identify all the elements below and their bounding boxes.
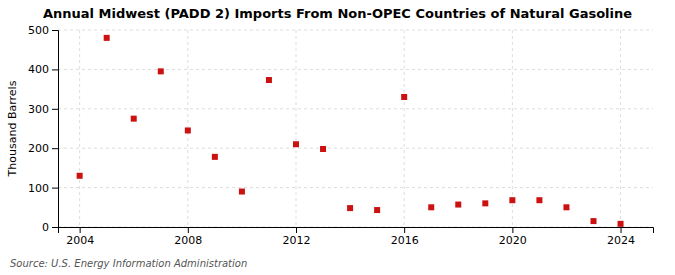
points [77, 35, 624, 227]
grid-line [58, 69, 653, 70]
point [320, 146, 326, 152]
tick: 400 [28, 63, 58, 76]
point [509, 197, 515, 203]
y-axis: 0 100 200 300 400 500 [28, 24, 59, 234]
axis-line [52, 31, 59, 228]
tick-mark [52, 188, 58, 189]
point [77, 173, 83, 179]
y-axis-title: Thousand Barrels [6, 80, 19, 177]
tick-mark [80, 227, 81, 233]
plot: 2004 2008 2012 2016 2020 2024 0 100 200 300 400 500 [28, 24, 654, 247]
title: Annual Midwest (PADD 2) Imports From Non… [43, 6, 632, 21]
tick-label: 2016 [391, 234, 419, 247]
tick: 2024 [607, 227, 635, 247]
point [374, 207, 380, 213]
tick: 2004 [66, 227, 94, 247]
grid-line [58, 187, 653, 188]
tick-mark [52, 227, 58, 228]
tick-mark [512, 227, 513, 233]
point [536, 197, 542, 203]
point [266, 77, 272, 83]
grid-line [58, 148, 653, 149]
tick-label: 200 [28, 142, 49, 155]
point [212, 154, 218, 160]
tick: 2012 [283, 227, 311, 247]
tick: 100 [28, 182, 58, 195]
point [455, 202, 461, 208]
x-axis: 2004 2008 2012 2016 2020 2024 [59, 227, 654, 247]
tick: 2008 [174, 227, 202, 247]
tick: 200 [28, 142, 58, 155]
grid-line [79, 30, 80, 227]
point [482, 200, 488, 206]
point [401, 94, 407, 100]
tick: 300 [28, 103, 58, 116]
grid-line [58, 108, 653, 109]
point [591, 218, 597, 224]
point [104, 35, 110, 41]
tick-label: 500 [28, 24, 49, 37]
point [293, 141, 299, 147]
tick-mark [188, 227, 189, 233]
grid [58, 30, 653, 227]
tick: 500 [28, 24, 58, 37]
grid-line [620, 30, 621, 227]
tick-mark [621, 227, 622, 233]
axis-line [59, 228, 654, 234]
point [131, 116, 137, 122]
tick-label: 2024 [607, 234, 635, 247]
tick-mark [52, 148, 58, 149]
tick-mark [52, 30, 58, 31]
point [618, 221, 624, 227]
grid-line [58, 30, 653, 31]
point [185, 127, 191, 133]
tick-mark [296, 227, 297, 233]
tick-label: 400 [28, 63, 49, 76]
grid-line [296, 30, 297, 227]
tick: 2020 [499, 227, 527, 247]
tick-mark [404, 227, 405, 233]
tick-label: 2012 [283, 234, 311, 247]
tick-label: 0 [42, 221, 49, 234]
tick-label: 2008 [174, 234, 202, 247]
tick-label: 2020 [499, 234, 527, 247]
tick-label: 2004 [66, 234, 94, 247]
chart: 2004 2008 2012 2016 2020 2024 0 100 200 300 400 500… [0, 0, 675, 275]
tick: 0 [42, 221, 58, 234]
grid-line [404, 30, 405, 227]
point [239, 189, 245, 195]
tick-label: 100 [28, 182, 49, 195]
point [428, 204, 434, 210]
point [563, 204, 569, 210]
source: Source: U.S. Energy Information Administ… [10, 258, 247, 269]
tick-label: 300 [28, 103, 49, 116]
tick: 2016 [391, 227, 419, 247]
tick-mark [52, 69, 58, 70]
point [158, 68, 164, 74]
tick-mark [52, 109, 58, 110]
point [347, 205, 353, 211]
